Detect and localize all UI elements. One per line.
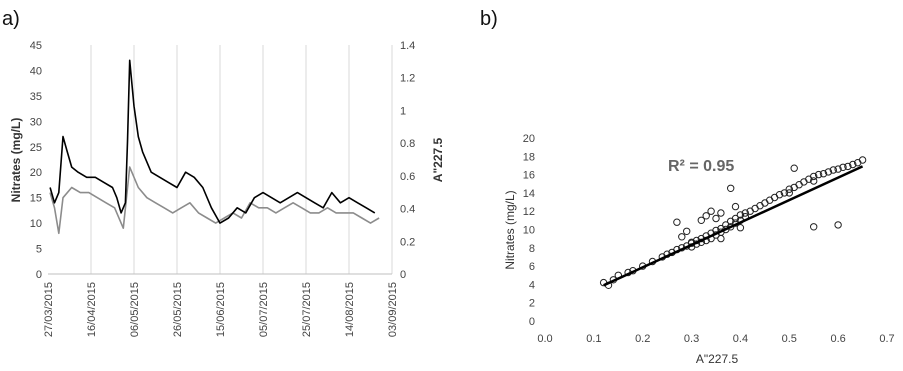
y-tick-label: 15 <box>30 193 42 205</box>
data-point <box>717 209 725 217</box>
data-point <box>810 223 818 231</box>
x-tick-label: 0.7 <box>879 333 894 345</box>
x-tick-label: 16/04/2015 <box>86 282 98 337</box>
panel-label-a: a) <box>2 8 20 30</box>
y-tick-label: 20 <box>30 167 42 179</box>
y-tick-label: 18 <box>523 151 535 163</box>
x-tick-label: 15/06/2015 <box>215 282 227 337</box>
x-tick-label: 27/03/2015 <box>43 282 55 337</box>
y2-tick-label: 1.4 <box>400 40 415 52</box>
y-tick-label: 25 <box>30 142 42 154</box>
y-tick-label: 30 <box>30 116 42 128</box>
data-point <box>775 191 784 199</box>
data-point <box>839 163 847 172</box>
x-tick-label: 05/07/2015 <box>258 282 270 337</box>
x-tick-label: 0.6 <box>830 333 845 345</box>
data-point <box>731 202 740 211</box>
x-tick-label: 03/09/2015 <box>387 282 399 337</box>
data-point <box>858 156 867 164</box>
y-tick-label: 10 <box>523 225 535 237</box>
data-point <box>810 172 818 181</box>
data-point <box>712 214 720 223</box>
y-tick-label: 14 <box>523 188 535 200</box>
data-point <box>683 227 691 236</box>
data-point <box>829 166 837 174</box>
y-tick-label: 12 <box>523 206 535 218</box>
y-tick-label: 20 <box>523 133 535 145</box>
data-point <box>731 214 740 223</box>
y-tick-label: 6 <box>529 261 535 273</box>
x-tick-label: 25/07/2015 <box>301 282 313 337</box>
x-tick-label: 0.0 <box>537 333 552 345</box>
data-point <box>741 209 749 217</box>
data-point <box>834 165 842 173</box>
y-tick-label: 0 <box>36 269 42 281</box>
data-point <box>795 181 803 189</box>
y2-tick-label: 0.6 <box>400 171 415 183</box>
y2-tick-label: 1.2 <box>400 73 415 85</box>
data-point <box>707 207 715 215</box>
data-point <box>756 202 764 210</box>
data-point <box>717 234 725 243</box>
time-series-chart: Nitrates (mg/L) A"227.5 27/03/2015 16/04/… <box>9 40 445 337</box>
x-tick-label: 14/08/2015 <box>344 282 356 337</box>
chart-b-xlabel: A"227.5 <box>696 352 739 366</box>
data-point <box>824 168 833 176</box>
chart-b-ylabel: Nitrates (mg/L) <box>503 190 517 269</box>
y2-tick-label: 0.4 <box>400 204 415 216</box>
x-tick-label: 0.2 <box>635 333 650 345</box>
x-tick-label: 0.1 <box>586 333 601 345</box>
y-tick-label: 16 <box>523 170 535 182</box>
y2-tick-label: 1 <box>400 105 406 117</box>
y-tick-label: 45 <box>30 40 42 52</box>
chart-a-ylabel: Nitrates (mg/L) <box>9 118 23 203</box>
data-point <box>785 185 793 193</box>
data-point <box>844 162 852 171</box>
data-point <box>814 170 823 179</box>
data-point <box>702 212 710 220</box>
y2-tick-label: 0.2 <box>400 236 415 248</box>
x-tick-label: 06/05/2015 <box>129 282 141 337</box>
y-tick-label: 40 <box>30 65 42 77</box>
data-point <box>761 199 769 207</box>
data-point <box>697 216 705 225</box>
data-point <box>790 164 798 172</box>
data-point <box>849 160 857 169</box>
data-point <box>766 196 774 204</box>
chart-a-y2label: A"227.5 <box>431 137 445 182</box>
data-point <box>736 211 745 219</box>
data-point <box>810 177 818 185</box>
series-line <box>49 166 380 235</box>
y-tick-label: 8 <box>529 243 535 255</box>
data-point <box>819 170 828 178</box>
y-tick-label: 0 <box>529 316 535 328</box>
data-point <box>785 189 793 197</box>
data-point <box>673 218 681 226</box>
x-tick-label: 26/05/2015 <box>172 282 184 337</box>
scatter-chart: Nitrates (mg/L) A"227.5 R² = 0.95 0 2 4 6 8 1… <box>503 133 895 366</box>
panel-label-b: b) <box>480 8 498 30</box>
y-tick-label: 2 <box>529 298 535 310</box>
y2-tick-label: 0 <box>400 269 406 281</box>
r-squared-annotation: R² = 0.95 <box>668 158 734 175</box>
data-point <box>727 184 735 193</box>
data-point <box>834 221 842 229</box>
x-tick-label: 0.4 <box>733 333 748 345</box>
data-point <box>780 189 789 197</box>
y-tick-label: 4 <box>529 279 535 291</box>
trendline <box>603 165 864 287</box>
y2-tick-label: 0.8 <box>400 138 415 150</box>
y-tick-label: 5 <box>36 244 42 256</box>
data-point <box>800 178 808 186</box>
y-tick-label: 10 <box>30 218 42 230</box>
x-tick-label: 0.3 <box>684 333 699 345</box>
data-point <box>678 233 686 241</box>
data-point <box>736 224 745 232</box>
y-tick-label: 35 <box>30 91 42 103</box>
series-line <box>49 59 376 224</box>
x-tick-label: 0.5 <box>782 333 797 345</box>
